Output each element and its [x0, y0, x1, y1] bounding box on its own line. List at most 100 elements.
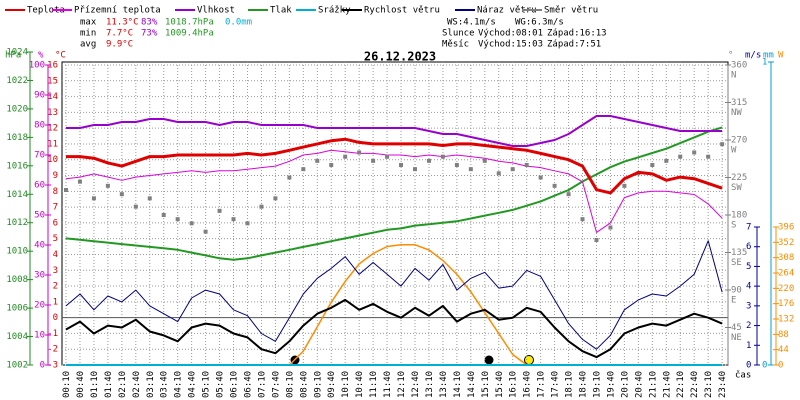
- y-tick-label: 308: [778, 253, 794, 263]
- direction-point: [413, 167, 417, 172]
- x-tick-label: 04:10: [174, 371, 184, 398]
- direction-point: [426, 158, 431, 163]
- direction-point: [189, 221, 194, 226]
- moonrise-marker: [484, 355, 494, 365]
- axis-title: hPa: [5, 51, 21, 61]
- series-line: [65, 240, 723, 350]
- y-tick-label: -1: [47, 329, 58, 339]
- stat-value: 1009.4hPa: [165, 29, 214, 39]
- legend-label: Tlak: [270, 6, 292, 16]
- axis-title: m/s: [745, 51, 761, 61]
- x-tick-label: 00:40: [76, 371, 86, 398]
- y-tick-label: 1020: [6, 104, 28, 114]
- stat-value: avg: [80, 40, 96, 50]
- legend-label: Teplota: [27, 6, 65, 16]
- y-tick-label: 15: [47, 76, 58, 86]
- y-tick-label: 50: [34, 211, 45, 221]
- x-tick-label: 17:10: [537, 371, 547, 398]
- y-tick-label: 60: [34, 181, 45, 191]
- y-tick-label: 220: [778, 284, 794, 294]
- legend-label: Rychlost větru: [364, 6, 440, 16]
- y-tick-label: 45: [731, 323, 742, 333]
- y-tick-label: 0: [53, 313, 58, 323]
- moon-label: Měsíc: [442, 40, 469, 50]
- x-tick-label: 11:40: [383, 371, 393, 398]
- y-tick-label: 1006: [6, 304, 28, 314]
- x-tick-label: 13:10: [425, 371, 435, 398]
- x-tick-label: 21:10: [648, 371, 658, 398]
- y-tick-label: 6: [53, 218, 58, 228]
- y-tick-label: 10: [34, 331, 45, 341]
- compass-label: SW: [731, 183, 742, 193]
- y-tick-label: 4: [53, 250, 58, 260]
- y-tick-label: 225: [731, 173, 747, 183]
- x-tick-label: 13:40: [439, 371, 449, 398]
- direction-point: [594, 238, 599, 242]
- y-tick-label: 352: [778, 238, 794, 248]
- radiation-line: [288, 244, 528, 366]
- stat-value: 0.0mm: [225, 18, 252, 28]
- y-tick-label: 10: [47, 155, 58, 165]
- legend-label: Směr větru: [544, 6, 598, 16]
- y-tick-label: 132: [778, 315, 794, 325]
- direction-point: [664, 158, 669, 163]
- y-tick-label: 1022: [6, 76, 28, 86]
- direction-point: [203, 229, 208, 234]
- y-tick-label: -3: [47, 361, 58, 371]
- direction-point: [287, 175, 292, 180]
- direction-point: [329, 163, 334, 167]
- y-tick-label: 1: [746, 341, 751, 351]
- y-tick-label: 100: [29, 61, 45, 71]
- compass-label: NW: [731, 108, 742, 118]
- direction-point: [231, 217, 236, 222]
- x-tick-label: 02:40: [132, 371, 142, 398]
- x-tick-label: 12:10: [397, 371, 407, 398]
- series-line: [66, 137, 723, 195]
- y-tick-label: 7: [746, 223, 751, 233]
- y-tick-label: 3: [53, 266, 58, 276]
- x-tick-label: 09:40: [327, 371, 337, 398]
- x-tick-label: 12:40: [411, 371, 421, 398]
- x-tick-label: 05:10: [202, 371, 212, 398]
- y-tick-label: 9: [53, 171, 58, 181]
- y-tick-label: 30: [34, 271, 45, 281]
- x-tick-label: 02:10: [118, 371, 128, 398]
- x-axis-label: čas: [735, 370, 751, 381]
- x-tick-label: 01:40: [104, 371, 114, 398]
- y-tick-label: 90: [34, 91, 45, 101]
- direction-point: [245, 221, 250, 226]
- x-tick-label: 06:10: [230, 371, 240, 398]
- y-tick-label: 5: [746, 262, 751, 272]
- y-tick-label: 11: [47, 139, 58, 149]
- direction-point: [371, 158, 376, 163]
- x-tick-label: 19:10: [592, 371, 602, 398]
- y-tick-label: -2: [47, 345, 58, 355]
- direction-point: [440, 154, 445, 159]
- y-tick-label: 135: [731, 248, 747, 258]
- x-tick-label: 20:40: [634, 371, 644, 398]
- y-tick-label: 2: [746, 321, 751, 331]
- x-tick-label: 11:10: [369, 371, 379, 398]
- y-tick-label: 0: [762, 361, 767, 371]
- compass-label: SE: [731, 258, 742, 268]
- y-tick-label: 3: [746, 301, 751, 311]
- x-tick-label: 00:10: [62, 371, 72, 398]
- y-tick-label: 1002: [6, 361, 28, 371]
- x-tick-label: 01:10: [90, 371, 100, 398]
- axis-title: %: [38, 51, 44, 61]
- axis-title: mm: [763, 51, 774, 61]
- x-tick-label: 19:40: [606, 371, 616, 398]
- series-line: [65, 126, 723, 261]
- y-tick-label: 396: [778, 223, 794, 233]
- y-tick-label: 360: [731, 61, 747, 71]
- direction-point: [538, 175, 543, 180]
- direction-point: [622, 183, 627, 188]
- y-axis-label: °C: [55, 51, 66, 61]
- direction-point: [692, 150, 697, 155]
- y-tick-label: 14: [47, 92, 58, 102]
- direction-point: [608, 225, 613, 230]
- y-tick-label: 176: [778, 299, 794, 309]
- y-tick-label: 1010: [6, 247, 28, 257]
- chart-title: 26.12.2023: [364, 50, 436, 64]
